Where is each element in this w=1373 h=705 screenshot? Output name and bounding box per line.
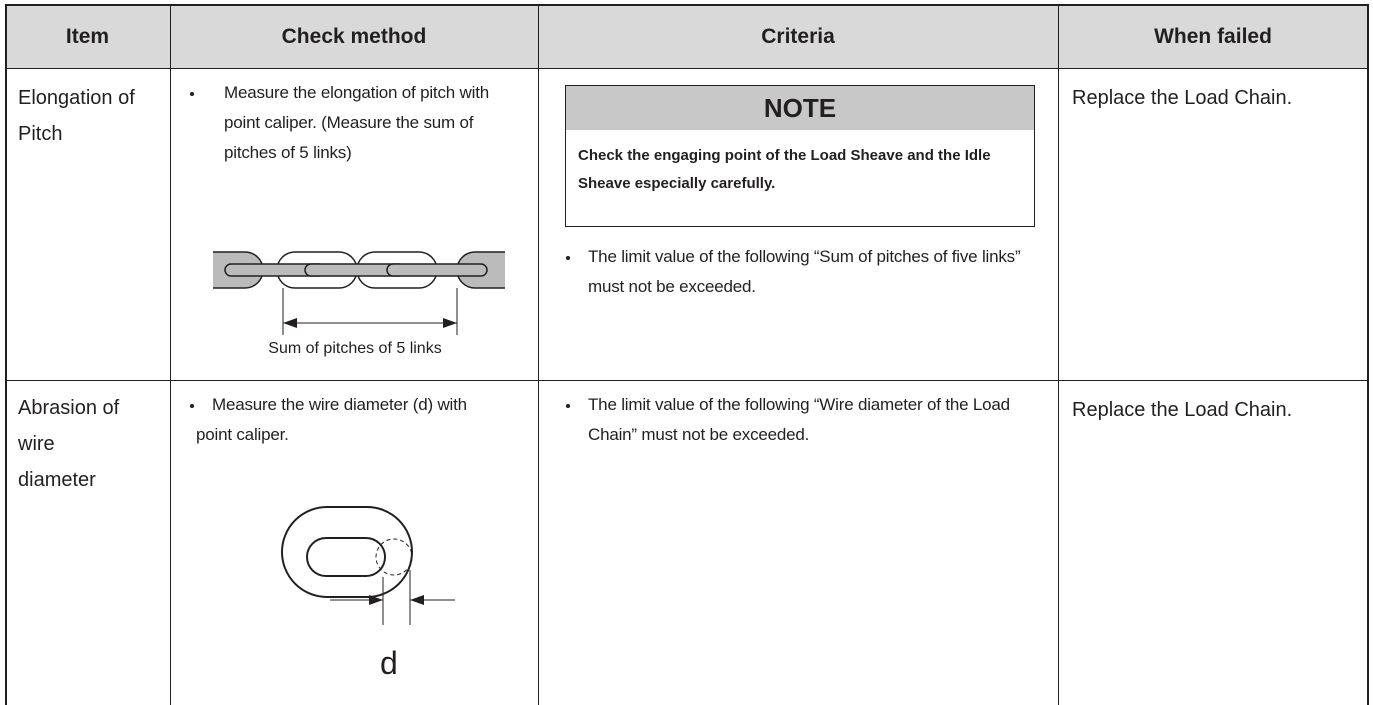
check-method: Measure the wire diameter (d) with point…: [196, 395, 467, 444]
figure-label: Sum of pitches of 5 links: [268, 340, 442, 357]
check-method: Measure the elongation of pitch with poi…: [210, 78, 510, 168]
when-failed: Replace the Load Chain.: [1072, 87, 1293, 109]
border: [1058, 4, 1059, 705]
item: Elongation of Pitch: [18, 87, 135, 145]
item: Abrasion of wire diameter: [18, 397, 120, 491]
header-cell: Criteria: [538, 5, 1058, 68]
header-cell: Item: [5, 5, 170, 68]
border: [538, 4, 539, 705]
border: [1367, 4, 1369, 705]
border: [5, 4, 1368, 6]
border: [5, 380, 1368, 381]
criteria: The limit value of the following “Wire d…: [588, 395, 1010, 444]
note-text: Check the engaging point of the Load She…: [578, 147, 991, 192]
border: [5, 4, 7, 705]
header-cell: When failed: [1058, 5, 1368, 68]
border: [170, 4, 171, 705]
border: [5, 68, 1368, 69]
note-title: NOTE: [566, 86, 1034, 130]
link-figure: [281, 506, 455, 625]
chain-figure: [213, 251, 505, 335]
bullet: [566, 256, 570, 260]
note-box: NOTE Check the engaging point of the Loa…: [565, 85, 1035, 227]
text: Measure the elongation of pitch with poi…: [224, 83, 489, 162]
bullet: [566, 404, 570, 408]
bullet: [190, 92, 194, 96]
figure-label: d: [380, 645, 398, 681]
header-cell: Check method: [170, 5, 538, 68]
criteria: The limit value of the following “Sum of…: [588, 247, 1021, 296]
when-failed: Replace the Load Chain.: [1072, 399, 1293, 421]
bullet: [190, 404, 194, 408]
